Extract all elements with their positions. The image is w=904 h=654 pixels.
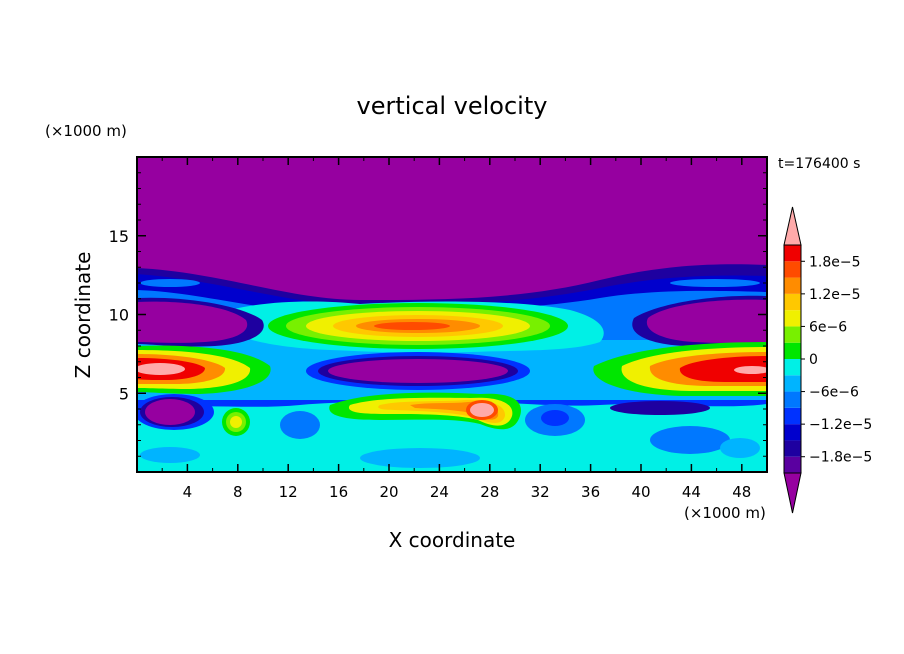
contour-core-small	[230, 416, 242, 428]
chart-title: vertical velocity	[357, 92, 548, 120]
y-axis-ticks: 5 10 15	[109, 172, 767, 457]
y-unit-label: (×1000 m)	[45, 122, 127, 140]
colorbar-band	[784, 359, 801, 376]
colorbar-band	[784, 245, 801, 262]
colorbar-band	[784, 277, 801, 294]
colorbar-band	[784, 440, 801, 457]
y-tick-label: 15	[109, 227, 129, 246]
colorbar-tick-label: 1.2e−5	[809, 287, 861, 303]
y-axis-label: Z coordinate	[71, 252, 95, 379]
contour-core	[374, 322, 450, 330]
colorbar-max-arrow	[783, 206, 802, 246]
x-unit-label: (×1000 m)	[684, 504, 766, 522]
contour-band-cyan	[137, 385, 767, 472]
colorbar-band	[784, 293, 801, 311]
contour-patch	[720, 438, 760, 458]
x-tick-label: 40	[631, 483, 650, 501]
x-axis-ticks: 4 8 12 16 20 24 28 32 36 40 44 48	[161, 157, 751, 501]
contour-patch	[360, 448, 480, 468]
contour-core-left-max	[137, 363, 185, 375]
contour-patch	[650, 426, 730, 454]
contour-streak	[610, 401, 710, 415]
x-tick-label: 36	[581, 483, 600, 501]
colorbar-tick-label: −1.8e−5	[809, 450, 872, 466]
x-tick-label: 48	[732, 483, 751, 501]
contour-streak	[670, 279, 760, 287]
colorbar: −1.8e−5 −1.2e−5 −6e−6 0 6e−6 1.2e−5 1.8e−5	[783, 206, 872, 514]
colorbar-band	[784, 456, 801, 473]
colorbar-band	[784, 391, 801, 408]
colorbar-band	[784, 407, 801, 425]
contour-core-right-max	[734, 366, 767, 374]
x-tick-label: 20	[379, 483, 398, 501]
x-tick-label: 4	[183, 483, 193, 501]
contour-streak	[140, 279, 200, 287]
colorbar-min-arrow	[783, 472, 802, 514]
contour-patch	[541, 410, 569, 426]
colorbar-tick-label: 6e−6	[809, 319, 847, 335]
colorbar-tick-label: 0	[809, 352, 818, 368]
contour-core-low-max	[470, 403, 494, 417]
contour-field	[137, 157, 767, 472]
x-tick-label: 28	[480, 483, 499, 501]
y-tick-label: 10	[109, 306, 129, 325]
colorbar-band	[784, 310, 801, 327]
colorbar-tick-label: 1.8e−5	[809, 254, 861, 270]
colorbar-band	[784, 375, 801, 392]
colorbar-tick-label: −6e−6	[809, 385, 859, 401]
contour-pocket-left	[145, 399, 195, 425]
colorbar-band	[784, 342, 801, 359]
contour-patch	[140, 447, 200, 463]
colorbar-tick-label: −1.2e−5	[809, 417, 872, 433]
x-axis-label: X coordinate	[389, 528, 516, 552]
colorbar-band	[784, 424, 801, 441]
contour-patch	[280, 411, 320, 439]
contour-band-upper-right-purple-core	[646, 299, 767, 343]
x-tick-label: 32	[531, 483, 550, 501]
x-tick-label: 12	[279, 483, 298, 501]
time-label: t=176400 s	[778, 156, 860, 172]
x-tick-label: 16	[329, 483, 348, 501]
x-tick-label: 8	[233, 483, 243, 501]
contour-band-upper-left-purple-core	[137, 301, 248, 343]
colorbar-band	[784, 326, 801, 343]
x-tick-label: 44	[682, 483, 701, 501]
x-tick-label: 24	[430, 483, 449, 501]
contour-core-right	[679, 356, 767, 382]
y-tick-label: 5	[119, 384, 129, 403]
colorbar-band	[784, 261, 801, 278]
contour-pocket	[328, 359, 508, 383]
